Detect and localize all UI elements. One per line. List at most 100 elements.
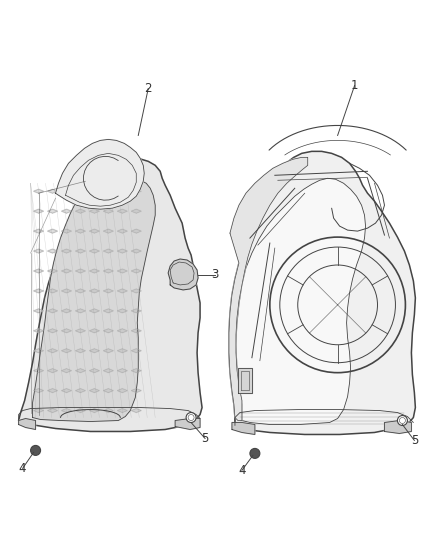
Polygon shape [103, 269, 113, 273]
Polygon shape [131, 349, 141, 353]
Polygon shape [61, 269, 71, 273]
Polygon shape [131, 269, 141, 273]
Polygon shape [117, 349, 127, 353]
Polygon shape [89, 369, 99, 373]
Polygon shape [117, 209, 127, 213]
Text: 2: 2 [145, 82, 152, 95]
Polygon shape [75, 249, 85, 253]
Polygon shape [75, 209, 85, 213]
Polygon shape [34, 269, 43, 273]
Polygon shape [48, 329, 57, 333]
Polygon shape [61, 369, 71, 373]
Polygon shape [48, 349, 57, 353]
Polygon shape [61, 309, 71, 313]
Polygon shape [131, 389, 141, 393]
Polygon shape [19, 157, 202, 432]
Polygon shape [103, 249, 113, 253]
Polygon shape [89, 209, 99, 213]
Polygon shape [48, 369, 57, 373]
Polygon shape [48, 209, 57, 213]
Text: 5: 5 [411, 434, 418, 447]
Polygon shape [61, 349, 71, 353]
Polygon shape [48, 229, 57, 233]
Circle shape [186, 413, 196, 423]
Polygon shape [61, 389, 71, 393]
Polygon shape [117, 189, 127, 193]
Polygon shape [34, 289, 43, 293]
Polygon shape [238, 368, 252, 393]
Text: 5: 5 [201, 432, 209, 445]
Polygon shape [34, 329, 43, 333]
Polygon shape [75, 349, 85, 353]
Polygon shape [103, 369, 113, 373]
Polygon shape [61, 289, 71, 293]
Polygon shape [48, 409, 57, 413]
Circle shape [397, 416, 407, 425]
Polygon shape [103, 409, 113, 413]
Polygon shape [131, 369, 141, 373]
Polygon shape [75, 229, 85, 233]
Polygon shape [34, 189, 43, 193]
Polygon shape [75, 329, 85, 333]
Polygon shape [75, 189, 85, 193]
Polygon shape [34, 389, 43, 393]
Polygon shape [232, 423, 255, 434]
Polygon shape [103, 349, 113, 353]
Polygon shape [117, 409, 127, 413]
Polygon shape [117, 329, 127, 333]
Polygon shape [168, 259, 198, 290]
Polygon shape [117, 309, 127, 313]
Polygon shape [385, 421, 411, 433]
Polygon shape [131, 189, 141, 193]
Text: 3: 3 [211, 269, 219, 281]
Polygon shape [34, 309, 43, 313]
Polygon shape [89, 189, 99, 193]
Polygon shape [48, 269, 57, 273]
Polygon shape [117, 249, 127, 253]
Polygon shape [131, 249, 141, 253]
Polygon shape [103, 289, 113, 293]
Polygon shape [103, 229, 113, 233]
Polygon shape [89, 229, 99, 233]
Polygon shape [175, 418, 200, 430]
Text: 1: 1 [351, 79, 358, 92]
Polygon shape [32, 175, 155, 422]
Polygon shape [131, 409, 141, 413]
Polygon shape [229, 151, 415, 434]
Polygon shape [48, 189, 57, 193]
Circle shape [250, 448, 260, 458]
Polygon shape [34, 249, 43, 253]
Polygon shape [48, 249, 57, 253]
Polygon shape [48, 289, 57, 293]
Polygon shape [61, 409, 71, 413]
Polygon shape [34, 229, 43, 233]
Text: 4: 4 [19, 462, 26, 475]
Polygon shape [56, 140, 144, 209]
Text: 4: 4 [238, 464, 246, 477]
Polygon shape [117, 369, 127, 373]
Polygon shape [75, 409, 85, 413]
Polygon shape [48, 309, 57, 313]
Polygon shape [34, 409, 43, 413]
Polygon shape [89, 309, 99, 313]
Polygon shape [236, 178, 366, 424]
Polygon shape [131, 329, 141, 333]
Polygon shape [131, 209, 141, 213]
Polygon shape [61, 249, 71, 253]
Polygon shape [229, 157, 308, 421]
Polygon shape [89, 409, 99, 413]
Polygon shape [61, 189, 71, 193]
Polygon shape [48, 389, 57, 393]
Polygon shape [61, 209, 71, 213]
Polygon shape [131, 289, 141, 293]
Polygon shape [34, 369, 43, 373]
Polygon shape [131, 229, 141, 233]
Polygon shape [89, 389, 99, 393]
Polygon shape [103, 189, 113, 193]
Polygon shape [89, 349, 99, 353]
Polygon shape [131, 309, 141, 313]
Polygon shape [75, 389, 85, 393]
Polygon shape [103, 209, 113, 213]
Polygon shape [61, 229, 71, 233]
Circle shape [31, 446, 41, 455]
